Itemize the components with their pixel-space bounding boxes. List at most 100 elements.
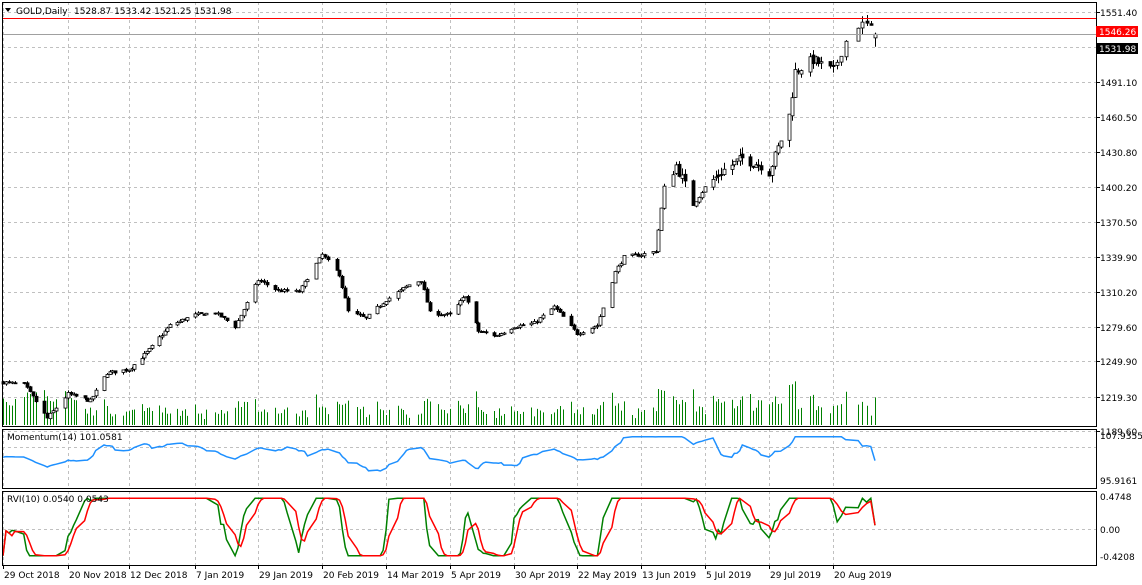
- candle-body: [113, 370, 118, 374]
- candle-body: [581, 332, 586, 335]
- candle-body: [428, 302, 433, 312]
- candle-body: [54, 407, 59, 412]
- candle-body: [773, 151, 778, 167]
- candle-body: [740, 153, 745, 159]
- candle-body: [387, 297, 392, 302]
- candle-body: [642, 253, 647, 257]
- candle-body: [844, 40, 849, 58]
- candle-body: [168, 324, 173, 328]
- candle-body: [796, 70, 801, 73]
- candle-body: [756, 164, 761, 167]
- candle-body: [199, 312, 204, 314]
- panel-frame: [2, 429, 1097, 489]
- candle-body: [509, 328, 514, 334]
- candle-body: [691, 180, 696, 206]
- candle-body: [219, 312, 224, 318]
- candle-body: [42, 400, 47, 414]
- candle-body: [819, 61, 824, 64]
- candle-body: [279, 289, 284, 293]
- candle-body: [303, 280, 308, 287]
- candle-body: [458, 300, 463, 306]
- candle-body: [651, 251, 656, 254]
- price-tick-label: 1249.90: [1100, 358, 1137, 368]
- candle-body: [401, 287, 406, 291]
- price-tick-label: 1370.50: [1100, 219, 1137, 229]
- candle-body: [598, 316, 603, 326]
- price-tick-label: 1430.80: [1100, 149, 1137, 159]
- time-tick-label: 29 Oct 2018: [4, 571, 60, 581]
- candle-body: [515, 327, 520, 329]
- candle-body: [860, 21, 865, 29]
- candle-body: [285, 289, 290, 292]
- candle-body: [671, 174, 676, 187]
- grid-lines: [2, 2, 1096, 565]
- candle-body: [83, 395, 88, 399]
- triangle-down-icon[interactable]: [5, 8, 11, 12]
- candle-body: [751, 165, 756, 168]
- candle-body: [193, 313, 198, 318]
- candle-body: [633, 253, 638, 256]
- candle-body: [265, 281, 270, 286]
- candle-body: [317, 257, 322, 264]
- time-tick-label: 29 Jul 2019: [770, 571, 821, 581]
- candle-body: [282, 289, 287, 292]
- candle-body: [105, 374, 110, 378]
- candle-body: [711, 179, 716, 188]
- candle-body: [273, 285, 278, 291]
- price-tick-label: 1400.20: [1100, 184, 1137, 194]
- candle-body: [88, 398, 93, 403]
- candle-body: [552, 305, 557, 310]
- momentum-line: [2, 435, 876, 472]
- candle-body: [262, 280, 267, 283]
- time-tick-label: 12 Dec 2018: [130, 571, 188, 581]
- candle-body: [555, 306, 560, 310]
- candle-body: [63, 397, 68, 409]
- price-candles: [1, 15, 878, 420]
- candle-body: [276, 288, 281, 291]
- rvi-tick-max: 0.4748: [1100, 493, 1132, 503]
- candle-body: [245, 302, 250, 310]
- candle-body: [361, 314, 366, 317]
- candle-body: [735, 158, 740, 162]
- candle-body: [799, 70, 804, 75]
- candle-body: [481, 331, 486, 333]
- candle-body: [811, 54, 816, 65]
- candle-body: [102, 376, 107, 391]
- candle-body: [140, 358, 145, 365]
- candle-body: [828, 61, 833, 67]
- candle-body: [869, 23, 874, 26]
- candle-body: [142, 352, 147, 359]
- candle-body: [337, 269, 342, 277]
- candle-body: [180, 318, 185, 323]
- bid-price-text: 1531.98: [1099, 45, 1136, 55]
- candle-body: [622, 254, 627, 265]
- candle-body: [419, 281, 424, 283]
- time-tick-label: 20 Nov 2018: [69, 571, 127, 581]
- candle-body: [703, 186, 708, 193]
- panel-frame: [2, 491, 1097, 566]
- candle-body: [448, 312, 453, 315]
- candle-body: [759, 165, 764, 171]
- candle-body: [259, 279, 264, 282]
- candle-body: [590, 327, 595, 334]
- candle-body: [767, 171, 772, 177]
- candle-body: [714, 176, 719, 179]
- candle-body: [85, 397, 90, 402]
- candle-body: [595, 325, 600, 328]
- candle-body: [636, 253, 641, 257]
- candle-body: [66, 392, 71, 399]
- panel-frame: [2, 2, 1097, 427]
- candle-body: [616, 265, 621, 273]
- candle-body: [790, 97, 795, 117]
- candle-body: [592, 326, 597, 329]
- candle-body: [561, 311, 566, 317]
- candle-body: [613, 271, 618, 284]
- candle-body: [13, 382, 18, 385]
- volume-histogram: [3, 381, 876, 425]
- candle-body: [358, 313, 363, 316]
- candle-body: [404, 285, 409, 289]
- candle-body: [770, 166, 775, 176]
- candle-body: [213, 312, 218, 315]
- candle-body: [610, 282, 615, 308]
